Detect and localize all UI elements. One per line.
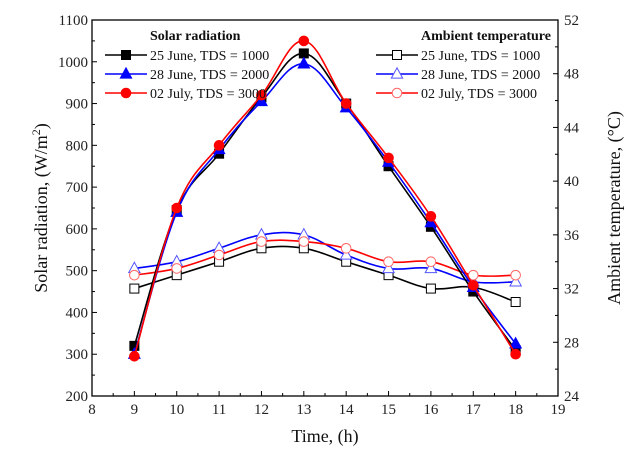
x-tick-label: 11 [212, 402, 226, 418]
data-point [424, 261, 438, 274]
legend-marker-square-icon [121, 50, 131, 60]
series-solar-1 [127, 56, 523, 359]
data-point [171, 202, 183, 214]
x-tick-label: 15 [381, 402, 396, 418]
y-axis-title-sup: 2 [29, 129, 43, 135]
legend-label: 25 June, TDS = 1000 [150, 49, 269, 64]
data-point [383, 152, 394, 164]
y2-tick-label: 52 [564, 13, 579, 29]
data-point [129, 283, 140, 294]
series-line [134, 231, 516, 284]
data-point [510, 297, 521, 307]
data-point [509, 336, 523, 349]
series-layer [127, 35, 523, 362]
y2-axis-title: Ambient temperature, (°C) [604, 111, 625, 305]
series-temp-4 [127, 227, 523, 287]
y2-tick-label: 36 [564, 228, 580, 244]
data-point [297, 56, 311, 69]
y-tick-label: 400 [66, 305, 89, 321]
series-solar-2 [129, 35, 521, 362]
x-tick-label: 19 [551, 402, 566, 418]
data-point [467, 269, 479, 281]
x-tick-label: 17 [466, 402, 482, 418]
y-tick-label: 200 [66, 389, 89, 405]
legend-label: 02 July, TDS = 3000 [421, 87, 537, 102]
x-tick-label: 8 [88, 402, 96, 418]
legend-title: Solar radiation [150, 29, 241, 44]
y-tick-label: 700 [66, 180, 89, 196]
x-tick-label: 9 [131, 402, 139, 418]
y-tick-label: 1000 [58, 55, 88, 71]
data-point [425, 283, 436, 294]
data-point [425, 256, 437, 268]
y2-tick-label: 48 [564, 67, 579, 83]
x-tick-label: 12 [254, 402, 269, 418]
series-line [133, 40, 517, 357]
legend-marker-circle-icon [391, 87, 403, 99]
y2-tick-label: 24 [564, 389, 580, 405]
data-point [509, 274, 523, 287]
legend-label: 28 June, TDS = 2000 [150, 68, 269, 83]
data-point [425, 211, 437, 222]
axes-layer: 8 9 10 11 12 13 14 15 16 17 18 19 200 300 400 500 600 700… [58, 13, 580, 418]
y-tick-label: 300 [66, 347, 89, 363]
data-point [129, 351, 140, 362]
data-point [298, 48, 309, 59]
y2-tick-label: 28 [564, 335, 579, 351]
data-point [298, 35, 310, 47]
legend-ambient-temperature: Ambient temperature 25 June, TDS = 1000 28… [376, 29, 551, 102]
legend-title: Ambient temperature [421, 29, 551, 44]
data-point [382, 261, 396, 274]
y-tick-label: 500 [66, 264, 89, 280]
legend-marker-circle-icon [120, 87, 132, 99]
legend-label: 28 June, TDS = 2000 [421, 68, 540, 83]
x-tick-label: 16 [423, 402, 439, 418]
data-point [129, 269, 140, 281]
y2-tick-label: 40 [564, 174, 579, 190]
data-point [340, 242, 352, 254]
y-axis-title-end: ) [31, 123, 52, 129]
data-point [298, 236, 310, 247]
y2-tick-label: 44 [564, 120, 580, 136]
legend-solar-radiation: Solar radiation 25 June, TDS = 1000 28 Jun… [105, 29, 269, 102]
y-axis-title-base: Solar radiation, (W/m [31, 135, 52, 292]
y-tick-label: 600 [66, 222, 89, 238]
data-point [510, 269, 521, 281]
y-axis-title: Solar radiation, (W/m2) [29, 123, 52, 292]
x-tick-label: 13 [296, 402, 311, 418]
y-tick-label: 900 [66, 97, 89, 113]
series-line [133, 63, 517, 355]
legend-marker-triangle-icon [119, 66, 133, 79]
data-point [339, 247, 353, 260]
data-point [340, 98, 352, 109]
series-temp-3 [129, 243, 521, 307]
x-tick-label: 10 [169, 402, 184, 418]
legend-label: 02 July, TDS = 3000 [150, 87, 266, 102]
series-line [134, 245, 516, 303]
legend-marker-triangle-icon [390, 66, 404, 79]
data-point [256, 89, 267, 101]
y-tick-label: 1100 [59, 13, 88, 29]
data-point [256, 236, 267, 247]
series-line [134, 239, 516, 278]
series-temp-5 [129, 236, 521, 281]
x-axis-title: Time, (h) [291, 426, 358, 447]
data-point [213, 249, 225, 261]
legend-marker-square-icon [392, 50, 402, 60]
data-point [171, 263, 183, 274]
legend-label: 25 June, TDS = 1000 [421, 49, 540, 64]
y-tick-label: 800 [66, 138, 89, 154]
y2-tick-label: 32 [564, 282, 579, 298]
x-tick-label: 18 [508, 402, 523, 418]
data-point [213, 140, 225, 151]
data-point [510, 348, 521, 360]
data-point [467, 279, 479, 291]
data-point [383, 256, 394, 268]
x-tick-label: 14 [339, 402, 355, 418]
